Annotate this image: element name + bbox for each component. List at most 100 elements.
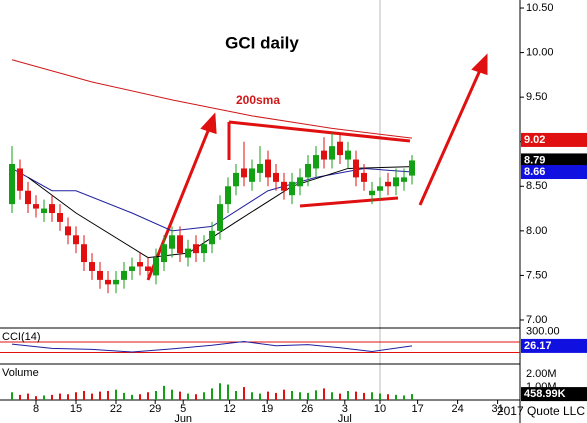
volume-bar (227, 384, 229, 400)
panel-label: Volume (2, 367, 39, 379)
moving-average (11, 167, 413, 232)
volume-bar (131, 394, 133, 400)
candle-body (33, 204, 39, 209)
x-tick-label: 15 (70, 403, 82, 415)
candle-body (209, 230, 215, 245)
volume-bar (51, 394, 53, 400)
volume-bar (291, 390, 293, 400)
candle-body (161, 244, 167, 263)
volume-bar (235, 390, 237, 400)
volume-bar (307, 392, 309, 400)
volume-bar (411, 394, 413, 400)
volume-bar (19, 394, 21, 400)
volume-bar (219, 383, 221, 400)
volume-bar (187, 393, 189, 400)
candle-body (81, 244, 87, 263)
x-tick-label: 19 (261, 403, 273, 415)
volume-bar (91, 393, 93, 400)
candle-body (393, 177, 399, 187)
volume-bar (355, 391, 357, 400)
price-label-box (521, 132, 587, 147)
y-tick-label: 8.00 (526, 225, 547, 237)
trendline (228, 120, 411, 143)
candle-body (105, 279, 111, 285)
volume-bar (83, 390, 85, 400)
candle-body (201, 244, 207, 254)
candle-body (241, 168, 247, 178)
candle-body (225, 186, 231, 205)
candle-body (9, 164, 15, 205)
volume-bar (99, 391, 101, 400)
volume-value-box (521, 387, 587, 402)
candle-body (265, 159, 271, 178)
moving-average (11, 59, 413, 139)
x-tick-label: 24 (451, 403, 463, 415)
volume-bar (275, 392, 277, 400)
volume-bar (299, 392, 301, 400)
volume-bar (171, 389, 173, 400)
candle-body (65, 226, 71, 236)
volume-bar (107, 390, 109, 400)
volume-bar (27, 393, 29, 400)
volume-bar (179, 391, 181, 400)
volume-value: 458.99K (524, 388, 566, 400)
price-label: 8.66 (524, 166, 545, 178)
arrow (418, 67, 483, 206)
volume-bar (43, 395, 45, 400)
candle-body (57, 213, 63, 222)
candle-body (153, 257, 159, 276)
candle-body (233, 172, 239, 187)
volume-bar (115, 389, 117, 400)
x-tick-label: 26 (301, 403, 313, 415)
x-tick-label: 31 (491, 403, 503, 415)
x-tick-label: 17 (411, 403, 423, 415)
x-tick-label: 5 (180, 403, 186, 415)
candle-body (369, 190, 375, 196)
y-tick-label: 7.50 (526, 269, 547, 281)
candle-body (385, 181, 391, 187)
x-tick-label: 10 (374, 403, 386, 415)
price-label: 9.02 (524, 134, 545, 146)
month-label: Jun (174, 413, 192, 423)
volume-bar (123, 392, 125, 400)
volume-bar (379, 393, 381, 400)
volume-bar (35, 396, 37, 400)
candle-body (129, 266, 135, 271)
volume-bar (371, 392, 373, 400)
candle-body (401, 177, 407, 182)
y-tick-label: 2.00M (526, 368, 557, 380)
volume-bar (251, 392, 253, 400)
panel-label: CCI(14) (2, 331, 41, 343)
y-tick-label: 10.50 (526, 2, 554, 14)
x-tick-label: 29 (149, 403, 161, 415)
price-label: 8.79 (524, 154, 545, 166)
volume-bar (195, 394, 197, 400)
candle-body (321, 150, 327, 160)
volume-bar (395, 394, 397, 400)
cci-value-box (521, 338, 587, 353)
candle-body (41, 208, 47, 214)
candle-body (257, 164, 263, 173)
candle-body (273, 172, 279, 182)
candle-body (193, 244, 199, 254)
candle-body (145, 266, 151, 271)
month-label: Jul (338, 413, 352, 423)
credit: 2017 Quote LLC (497, 404, 585, 418)
candle-body (329, 146, 335, 160)
volume-bar (147, 392, 149, 400)
volume-bar (323, 388, 325, 400)
volume-bar (203, 392, 205, 400)
volume-bar (211, 388, 213, 400)
volume-bar (347, 390, 349, 400)
price-label-box (521, 153, 587, 168)
x-tick-label: 8 (33, 403, 39, 415)
x-tick-label: 12 (223, 403, 235, 415)
arrow (146, 125, 212, 281)
price-label-box (521, 165, 587, 180)
volume-bar (139, 394, 141, 400)
candle-body (185, 248, 191, 258)
y-tick-label: 300.00 (526, 325, 560, 337)
